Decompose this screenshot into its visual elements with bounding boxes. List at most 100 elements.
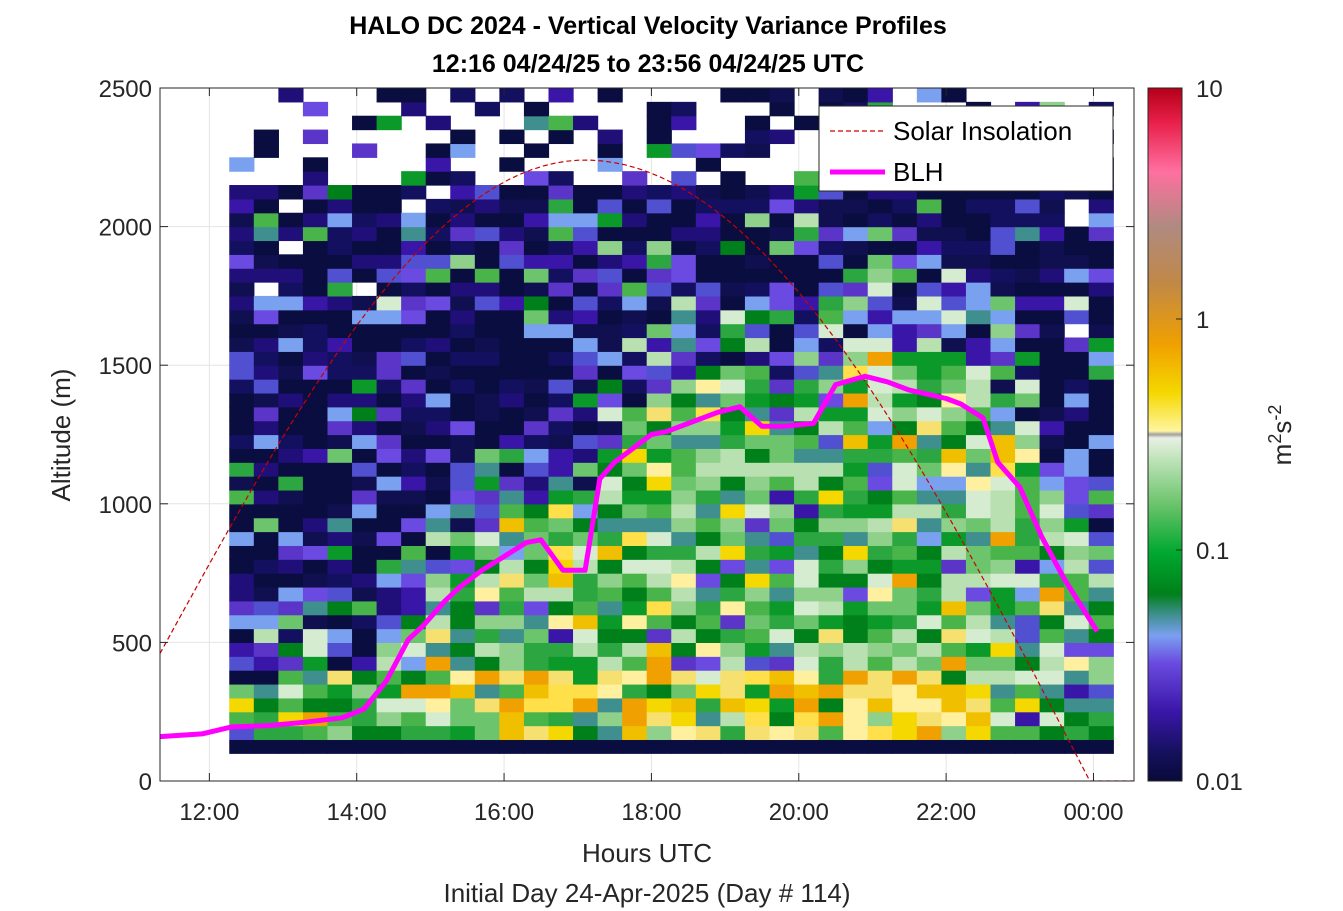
heatmap-cell xyxy=(278,226,304,242)
colorbar-tick-label: 0.1 xyxy=(1196,538,1229,565)
heatmap-cell xyxy=(818,323,844,339)
heatmap-cell xyxy=(867,309,893,325)
heatmap-cell xyxy=(253,337,279,352)
heatmap-cell xyxy=(548,628,574,643)
heatmap-cell xyxy=(818,448,844,463)
heatmap-cell xyxy=(597,309,623,325)
heatmap-cell xyxy=(892,545,918,560)
heatmap-cell xyxy=(548,337,574,352)
heatmap-cell xyxy=(499,600,525,616)
heatmap-cell xyxy=(597,725,623,741)
heatmap-cell xyxy=(622,670,648,685)
heatmap-cell xyxy=(352,198,378,214)
heatmap-cell xyxy=(548,295,574,311)
heatmap-cell xyxy=(573,198,599,214)
heatmap-cell xyxy=(769,503,795,519)
heatmap-cell xyxy=(1015,406,1041,422)
heatmap-cell xyxy=(941,531,967,546)
heatmap-cell xyxy=(474,489,500,505)
heatmap-cell xyxy=(965,614,992,630)
heatmap-cell xyxy=(769,295,795,311)
heatmap-cell xyxy=(622,392,648,408)
heatmap-cell xyxy=(990,406,1016,422)
heatmap-cell xyxy=(376,115,402,131)
heatmap-cell xyxy=(401,420,427,436)
heatmap-cell xyxy=(401,379,427,394)
heatmap-cell xyxy=(352,434,378,449)
heatmap-cell xyxy=(695,656,721,671)
heatmap-cell xyxy=(376,323,402,339)
heatmap-cell xyxy=(327,309,353,325)
heatmap-cell xyxy=(499,573,525,588)
heatmap-cell xyxy=(646,670,672,685)
heatmap-cell xyxy=(622,282,648,297)
heatmap-cell xyxy=(352,670,378,685)
heatmap-cell xyxy=(1064,559,1090,574)
heatmap-cell xyxy=(646,642,672,657)
heatmap-cell xyxy=(769,559,795,574)
heatmap-cell xyxy=(867,462,893,477)
heatmap-cell xyxy=(990,586,1016,602)
heatmap-cell xyxy=(597,185,623,200)
heatmap-cell xyxy=(474,670,500,685)
heatmap-cell xyxy=(1064,503,1090,519)
heatmap-cell xyxy=(523,600,550,616)
heatmap-cell xyxy=(720,337,746,352)
heatmap-cell xyxy=(229,254,255,269)
heatmap-cell xyxy=(965,295,992,311)
heatmap-cell xyxy=(450,670,476,685)
heatmap-cell xyxy=(720,683,746,699)
heatmap-cell xyxy=(450,600,476,616)
heatmap-cell xyxy=(229,198,255,214)
heatmap-cell xyxy=(695,392,721,408)
y-axis-label: Altitude (m) xyxy=(46,369,76,502)
heatmap-cell xyxy=(867,683,893,699)
heatmap-cell xyxy=(450,683,476,699)
heatmap-cell xyxy=(646,295,672,311)
heatmap-cell xyxy=(278,365,304,380)
heatmap-cell xyxy=(253,309,279,325)
heatmap-cell xyxy=(229,489,255,505)
heatmap-cell xyxy=(499,379,525,394)
heatmap-cell xyxy=(843,88,869,103)
heatmap-cell xyxy=(278,656,304,671)
heatmap-cell xyxy=(916,365,942,380)
heatmap-cell xyxy=(843,739,869,754)
heatmap-cell xyxy=(671,295,697,311)
heatmap-cell xyxy=(352,323,378,339)
heatmap-cell xyxy=(474,254,500,269)
heatmap-cell xyxy=(1088,226,1114,242)
heatmap-cell xyxy=(1064,739,1090,754)
heatmap-cell xyxy=(548,282,574,297)
heatmap-cell xyxy=(229,212,255,228)
heatmap-cell xyxy=(990,614,1016,630)
heatmap-cell xyxy=(695,476,721,491)
heatmap-cell xyxy=(302,628,329,643)
heatmap-cell xyxy=(1039,295,1065,311)
heatmap-cell xyxy=(229,406,255,422)
heatmap-cell xyxy=(769,268,795,283)
heatmap-cell xyxy=(401,462,427,477)
heatmap-cell xyxy=(523,697,550,713)
heatmap-cell xyxy=(794,531,820,546)
heatmap-cell xyxy=(892,198,918,214)
heatmap-cell xyxy=(646,656,672,671)
heatmap-cell xyxy=(1088,282,1114,297)
heatmap-cell xyxy=(253,531,279,546)
heatmap-cell xyxy=(892,725,918,741)
heatmap-cell xyxy=(401,434,427,449)
heatmap-cell xyxy=(818,254,844,269)
heatmap-cell xyxy=(450,351,476,366)
heatmap-cell xyxy=(695,711,721,727)
heatmap-cell xyxy=(892,406,918,422)
heatmap-cell xyxy=(1039,323,1065,339)
heatmap-cell xyxy=(229,656,255,671)
heatmap-cell xyxy=(671,143,697,158)
heatmap-cell xyxy=(720,503,746,519)
heatmap-cell xyxy=(794,226,820,242)
heatmap-cell xyxy=(695,420,721,436)
heatmap-cell xyxy=(573,295,599,311)
heatmap-cell xyxy=(548,171,574,186)
heatmap-cell xyxy=(401,226,427,242)
heatmap-cell xyxy=(548,656,574,671)
